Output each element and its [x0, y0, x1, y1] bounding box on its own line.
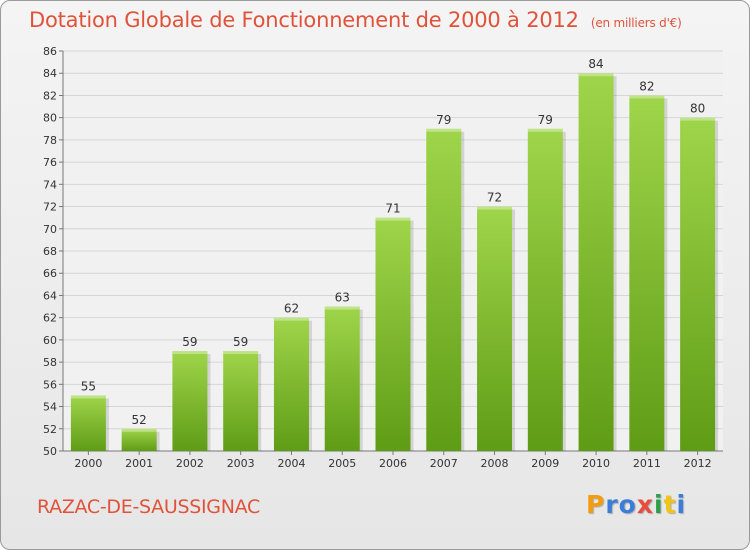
bar-value-label: 59 — [233, 335, 248, 349]
logo-letter: i — [654, 490, 664, 519]
bar — [70, 395, 106, 451]
logo-letter: P — [586, 490, 606, 519]
y-tick-label: 74 — [43, 178, 57, 191]
bar-highlight — [375, 217, 411, 221]
y-tick-label: 72 — [43, 201, 57, 214]
commune-name: RAZAC-DE-SAUSSIGNAC — [37, 496, 260, 518]
x-tick-label: 2004 — [277, 457, 305, 470]
logo-letter: t — [663, 490, 677, 519]
bar — [121, 428, 157, 451]
x-tick-label: 2007 — [430, 457, 458, 470]
bar — [324, 306, 360, 451]
x-tick-label: 2008 — [481, 457, 509, 470]
x-tick-label: 2012 — [684, 457, 712, 470]
bar-value-label: 55 — [81, 379, 96, 393]
bar-highlight — [680, 117, 716, 121]
y-tick-label: 78 — [43, 134, 57, 147]
bar-highlight — [223, 351, 259, 354]
bar — [680, 117, 716, 452]
y-tick-label: 52 — [43, 423, 57, 436]
y-tick-label: 60 — [43, 334, 57, 347]
bar-highlight — [121, 428, 157, 432]
bar — [578, 73, 614, 451]
bar — [172, 351, 208, 451]
proxiti-logo: Proxiti — [586, 490, 686, 519]
logo-letter: x — [636, 490, 654, 519]
bar — [375, 217, 411, 451]
bar-highlight — [578, 73, 614, 77]
x-tick-label: 2002 — [176, 457, 204, 470]
y-tick-label: 76 — [43, 156, 57, 169]
x-tick-label: 2009 — [531, 457, 559, 470]
y-tick-label: 66 — [43, 267, 57, 280]
bar-value-label: 84 — [588, 57, 603, 71]
bar-value-label: 63 — [335, 291, 350, 305]
bar-value-label: 82 — [639, 79, 654, 93]
y-tick-label: 68 — [43, 245, 57, 258]
bar-value-label: 80 — [690, 102, 705, 116]
x-tick-label: 2011 — [633, 457, 661, 470]
bar — [223, 351, 259, 451]
y-tick-label: 84 — [43, 67, 57, 80]
logo-letter: i — [676, 490, 687, 519]
bar-value-label: 62 — [284, 302, 299, 316]
bar-highlight — [172, 351, 208, 354]
bar-value-label: 59 — [182, 335, 197, 349]
bar-value-label: 52 — [132, 413, 147, 427]
y-tick-label: 86 — [43, 45, 57, 58]
bar — [426, 128, 462, 451]
x-tick-label: 2005 — [328, 457, 356, 470]
y-tick-label: 82 — [43, 89, 57, 102]
x-tick-label: 2001 — [125, 457, 153, 470]
bar-highlight — [477, 206, 513, 210]
chart-title-text: Dotation Globale de Fonctionnement de 20… — [29, 8, 579, 32]
bar — [527, 128, 563, 451]
bar — [477, 206, 513, 451]
bar-value-label: 79 — [436, 113, 451, 127]
bar — [273, 317, 309, 451]
y-tick-label: 50 — [43, 445, 57, 458]
bar-value-label: 72 — [487, 191, 502, 205]
bar-highlight — [426, 128, 462, 132]
y-tick-label: 70 — [43, 223, 57, 236]
bar-highlight — [324, 306, 360, 310]
bar-value-label: 71 — [385, 202, 400, 216]
logo-letter: r — [605, 490, 619, 519]
chart-title: Dotation Globale de Fonctionnement de 20… — [29, 8, 682, 32]
x-tick-label: 2010 — [582, 457, 610, 470]
bar-highlight — [629, 95, 665, 99]
y-tick-label: 58 — [43, 356, 57, 369]
y-tick-label: 64 — [43, 289, 57, 302]
y-tick-label: 62 — [43, 312, 57, 325]
bar-highlight — [273, 317, 309, 321]
x-tick-label: 2000 — [74, 457, 102, 470]
logo-letter: o — [618, 490, 637, 519]
bar-highlight — [527, 128, 563, 132]
x-tick-label: 2003 — [227, 457, 255, 470]
bar-value-label: 79 — [538, 113, 553, 127]
y-tick-label: 54 — [43, 401, 57, 414]
unit-label: (en milliers d'€) — [590, 16, 682, 30]
bar-highlight — [70, 395, 106, 399]
x-tick-label: 2006 — [379, 457, 407, 470]
y-tick-label: 80 — [43, 112, 57, 125]
y-tick-label: 56 — [43, 378, 57, 391]
bar — [629, 95, 665, 451]
